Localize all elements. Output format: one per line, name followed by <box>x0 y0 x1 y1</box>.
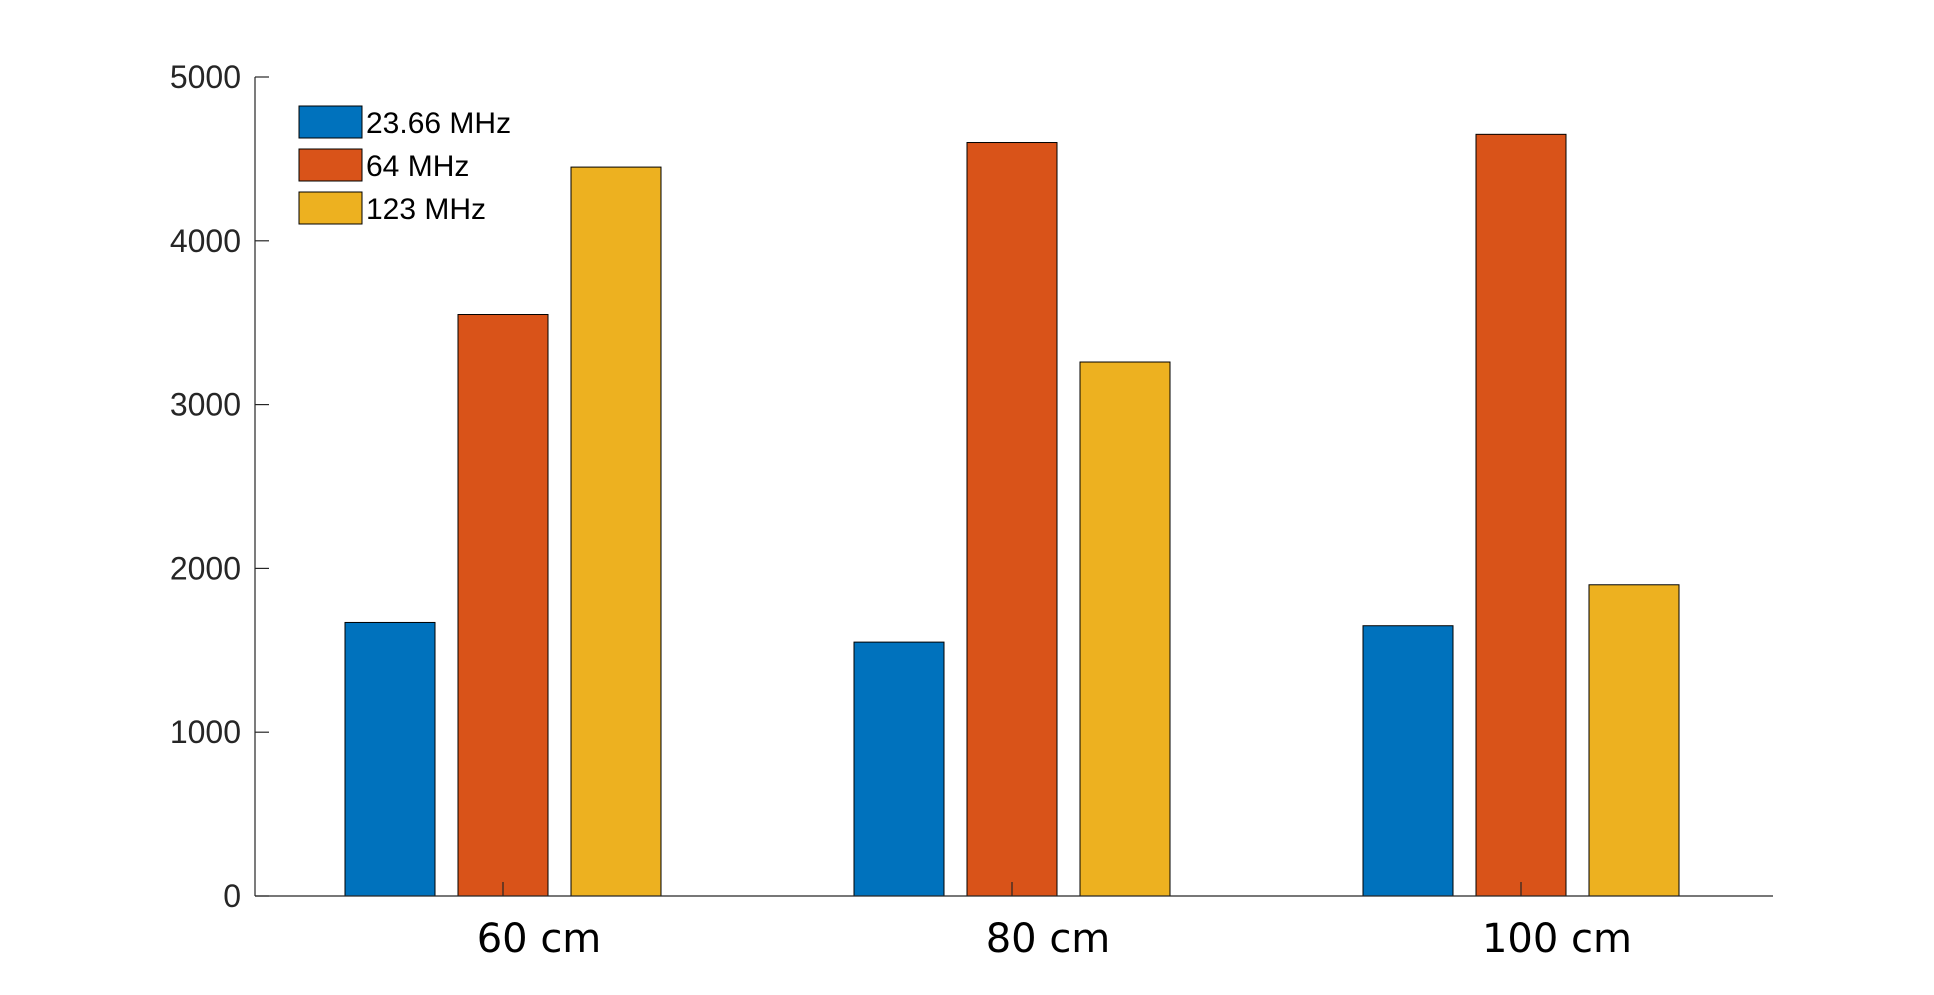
y-tick-label: 0 <box>223 878 241 914</box>
bar-2-2 <box>966 142 1058 897</box>
legend: 23.66 MHz 64 MHz 123 MHz <box>298 105 511 226</box>
bar-3-2 <box>1079 361 1171 897</box>
bar-1-3 <box>1362 625 1454 897</box>
legend-swatch <box>298 191 363 225</box>
y-tick-label: 2000 <box>170 550 241 586</box>
bar-2-3 <box>1475 133 1567 897</box>
x-tick-label: 100 cm <box>1482 916 1632 962</box>
x-tick-label: 80 cm <box>986 916 1111 962</box>
bar-2-1 <box>457 314 549 897</box>
legend-label: 64 MHz <box>366 150 469 183</box>
legend-label: 123 MHz <box>366 193 486 226</box>
bar-1-1 <box>344 621 436 897</box>
legend-swatch <box>298 105 363 139</box>
y-tick-label: 5000 <box>170 59 241 95</box>
y-tick-label: 1000 <box>170 714 241 750</box>
bar-3-1 <box>570 166 662 897</box>
bar-1-2 <box>853 641 945 897</box>
legend-swatch <box>298 148 363 182</box>
bar-3-3 <box>1588 584 1680 897</box>
y-tick-label: 3000 <box>170 387 241 423</box>
x-tick-label: 60 cm <box>477 916 602 962</box>
axes-layer: 0 1000 2000 3000 4000 5000 60 cm 80 cm 100 cm <box>170 59 1773 962</box>
y-tick-label: 4000 <box>170 223 241 259</box>
bars-layer <box>344 133 1680 897</box>
legend-label: 23.66 MHz <box>366 107 511 140</box>
